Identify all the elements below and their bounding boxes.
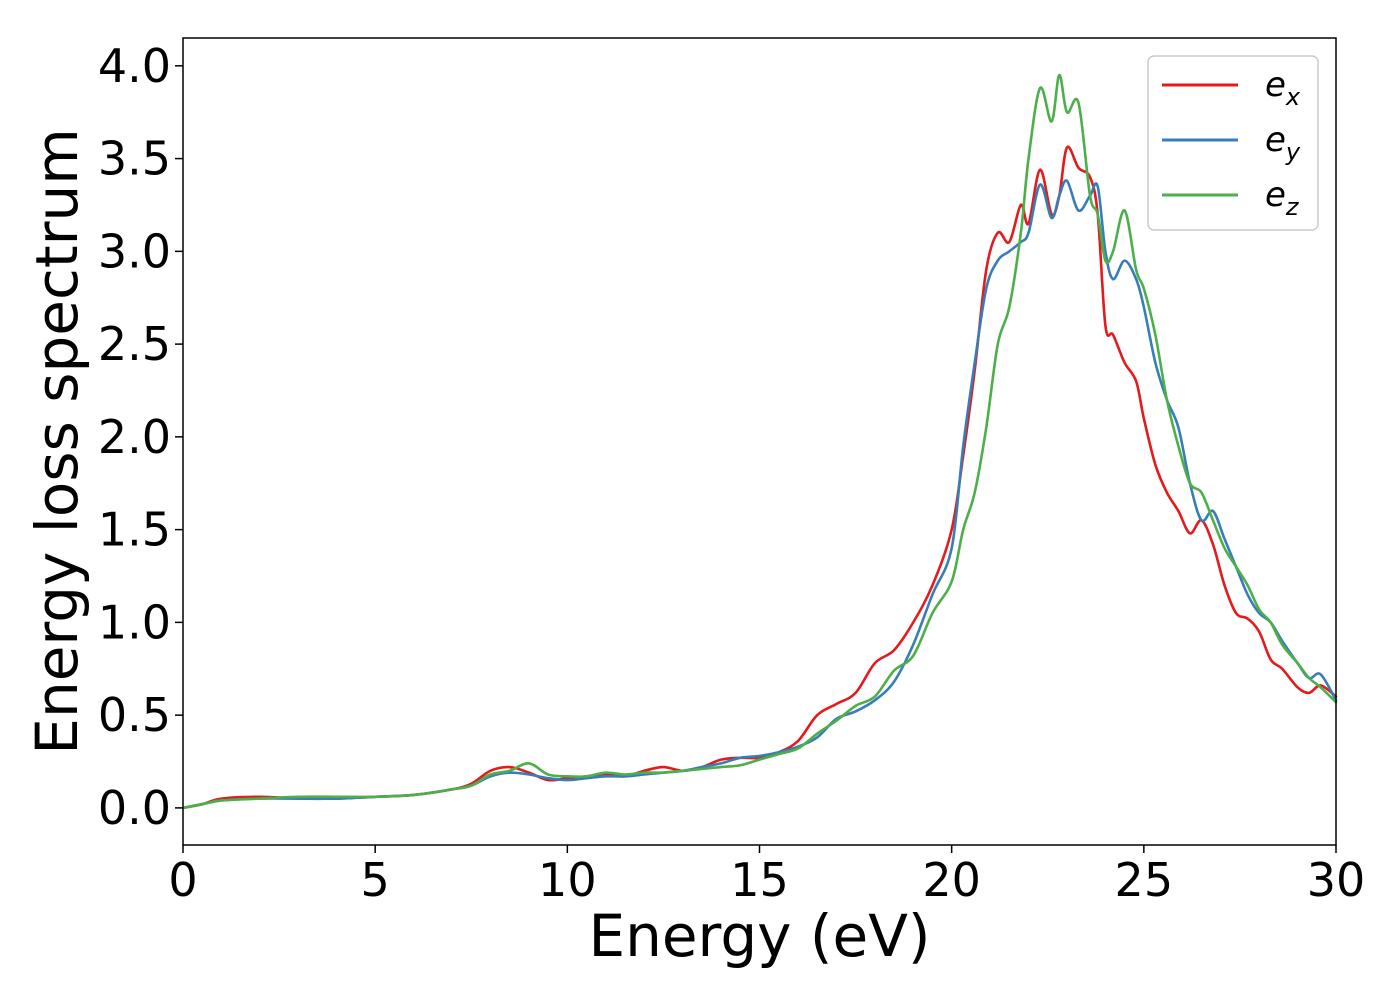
legend-label-z: ez [1265,175,1300,221]
x-tick-label: 5 [361,853,390,907]
y-axis-ticks: 0.0 0.5 1.0 1.5 2.0 2.5 3.0 3.5 4.0 [98,39,183,835]
y-tick-label: 2.5 [98,317,171,371]
x-tick-label: 10 [538,853,597,907]
y-tick-label: 0.0 [98,781,171,835]
y-axis-title: Energy loss spectrum [23,128,91,754]
x-tick-label: 25 [1115,853,1174,907]
x-tick-label: 30 [1307,853,1366,907]
x-axis-title: Energy (eV) [588,902,930,970]
series-line-y [181,179,1338,810]
series-line-z [181,73,1338,810]
y-tick-label: 1.5 [98,503,171,557]
y-tick-label: 2.0 [98,410,171,464]
legend-label-y: ey [1265,120,1301,166]
y-tick-label: 3.0 [98,224,171,278]
legend-label-x: ex [1265,65,1301,111]
series-layer [181,73,1338,810]
y-tick-label: 3.5 [98,132,171,186]
legend: ex ey ez [1147,55,1319,231]
legend-box [1147,55,1319,231]
x-tick-label: 15 [730,853,789,907]
y-tick-label: 4.0 [98,39,171,93]
y-tick-label: 1.0 [98,595,171,649]
x-tick-label: 0 [168,853,197,907]
y-tick-label: 0.5 [98,688,171,742]
x-axis-ticks: 0 5 10 15 20 25 30 [168,845,1365,907]
x-tick-label: 20 [922,853,981,907]
